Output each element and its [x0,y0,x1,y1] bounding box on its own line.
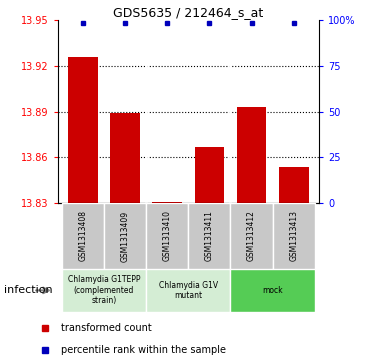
Bar [68,57,98,203]
Text: mock: mock [262,286,283,295]
Bar [110,113,140,203]
Text: Chlamydia G1TEPP
(complemented
strain): Chlamydia G1TEPP (complemented strain) [68,276,140,305]
Text: infection: infection [4,285,52,295]
Bar [273,203,315,269]
Bar [146,203,188,269]
Bar [146,269,230,312]
Bar [237,107,266,203]
Bar [279,167,309,203]
Text: GSM1313413: GSM1313413 [289,211,298,261]
Bar [152,202,182,203]
Text: Chlamydia G1V
mutant: Chlamydia G1V mutant [159,281,218,300]
Bar [62,269,146,312]
Title: GDS5635 / 212464_s_at: GDS5635 / 212464_s_at [113,6,263,19]
Text: GSM1313411: GSM1313411 [205,211,214,261]
Bar [62,203,104,269]
Text: GSM1313408: GSM1313408 [78,211,87,261]
Text: GSM1313410: GSM1313410 [163,211,172,261]
Text: transformed count: transformed count [61,323,152,333]
Bar [230,203,273,269]
Bar [188,203,230,269]
Text: GSM1313409: GSM1313409 [121,211,129,261]
Bar [104,203,146,269]
Text: percentile rank within the sample: percentile rank within the sample [61,345,226,355]
Bar [195,147,224,203]
Text: GSM1313412: GSM1313412 [247,211,256,261]
Bar [230,269,315,312]
